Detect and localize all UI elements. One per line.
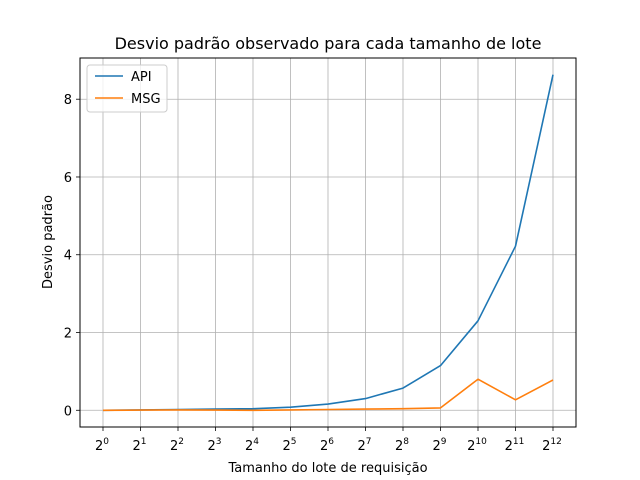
x-tick-label: 21: [132, 437, 146, 454]
y-axis: 0 2 4 6 8: [64, 93, 80, 419]
series-line-msg: [102, 378, 554, 412]
y-tick-label: 2: [64, 327, 72, 342]
y-tick-label: 0: [64, 404, 72, 419]
y-tick-label: 6: [64, 171, 72, 186]
x-tick-label: 23: [207, 437, 221, 454]
x-tick-label: 28: [395, 437, 409, 454]
legend-label-msg: MSG: [131, 92, 161, 107]
x-tick-label: 22: [170, 437, 184, 454]
x-tick-label: 25: [282, 437, 296, 454]
x-axis-label: Tamanho do lote de requisição: [227, 461, 427, 476]
y-tick-label: 4: [64, 249, 72, 264]
x-tick-label: 29: [432, 437, 446, 454]
x-tick-label: 24: [245, 437, 259, 454]
plot-lines: [102, 74, 554, 412]
y-tick-label: 8: [64, 93, 72, 108]
x-tick-label: 27: [357, 437, 371, 454]
x-axis: 20 21 22 23 24 25 26 27 28 29 210 211 212: [95, 427, 562, 454]
chart-title: Desvio padrão observado para cada tamanh…: [115, 34, 542, 53]
x-tick-label: 211: [505, 437, 525, 454]
y-axis-label: Desvio padrão: [41, 195, 56, 289]
x-tick-label: 212: [542, 437, 562, 454]
x-tick-label: 210: [467, 437, 487, 454]
legend-label-api: API: [131, 70, 152, 85]
legend: API MSG: [86, 64, 168, 113]
x-tick-label: 26: [320, 437, 334, 454]
x-tick-label: 20: [95, 437, 109, 454]
